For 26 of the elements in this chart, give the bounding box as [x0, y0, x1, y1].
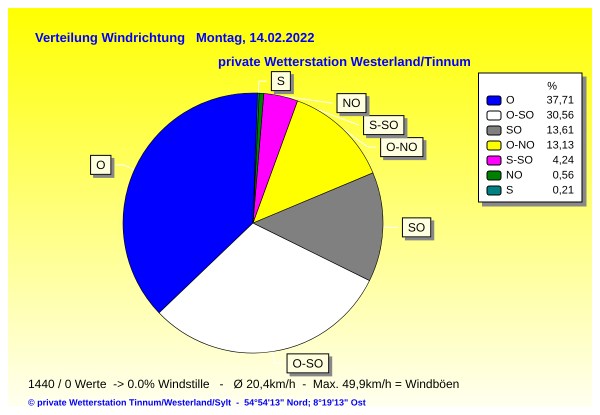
legend-label: S [506, 184, 514, 196]
data-label: 0,56 [552, 170, 574, 182]
legend-label: NO [506, 170, 523, 182]
data-label: 37,71 [546, 94, 574, 106]
slice-label: S-SO [369, 118, 398, 132]
slice-label: O [96, 158, 106, 172]
data-label: 13,13 [546, 140, 574, 152]
slice-label: O-SO [292, 356, 324, 370]
legend-label: S-SO [506, 154, 534, 166]
chart-title: Verteilung Windrichtung Montag, 14.02.2022 [35, 30, 314, 45]
slice-label: S [276, 74, 285, 88]
legend-label: O [506, 94, 515, 106]
slice-label: SO [408, 220, 426, 234]
text: 1440 / 0 Werte -> 0.0% Windstille - Ø 20,4km/h - Max. 49,9km/h = Windböen [28, 377, 460, 391]
data-label: 30,56 [546, 110, 574, 122]
chart-subtitle: private Wetterstation Westerland/Tinnum [218, 54, 471, 69]
data-label: 4,24 [552, 154, 574, 166]
slice-label: NO [342, 96, 361, 110]
legend-title: % [547, 80, 558, 92]
slice-label: O-NO [386, 140, 418, 154]
legend-label: O-NO [506, 140, 536, 152]
data-label: 0,21 [552, 184, 574, 196]
legend-label: SO [506, 124, 522, 136]
legend-label: O-SO [506, 110, 535, 122]
text: © private Wetterstation Tinnum/Westerland/Sylt - 54°54'13" Nord; 8°19'13" Ost [28, 398, 366, 408]
data-label: 13,61 [546, 124, 574, 136]
